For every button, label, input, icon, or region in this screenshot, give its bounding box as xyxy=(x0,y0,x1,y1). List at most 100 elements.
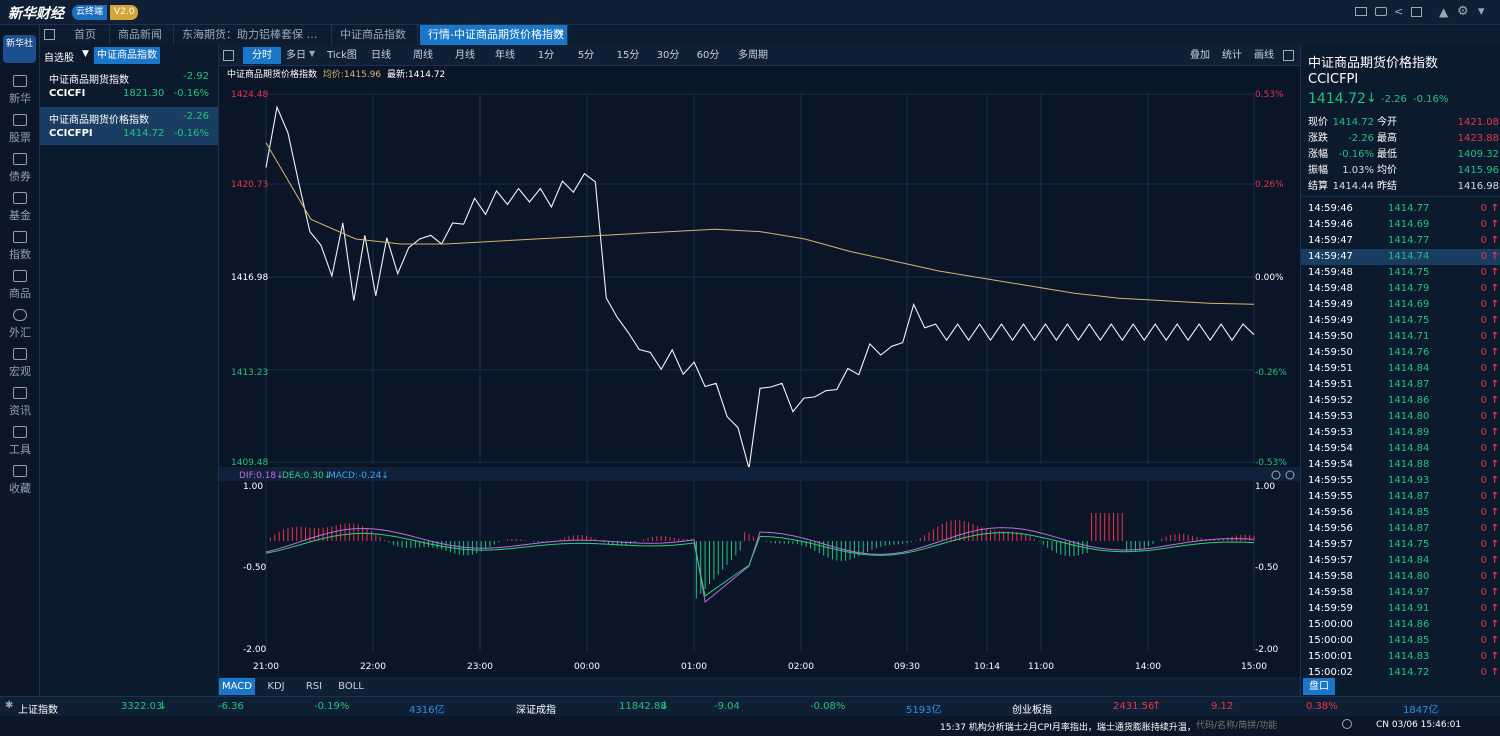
minimize-icon[interactable]: ▾ xyxy=(1478,4,1485,19)
status-bar: 15:37 机构分析瑞士2月CPI月率指出，瑞士通货膨胀持续升温，核心年度通 C… xyxy=(0,716,1500,736)
tick-row[interactable]: 14:59:49 1414.75 0 ↑ xyxy=(1301,313,1500,329)
indicator-tab-macd[interactable]: MACD xyxy=(219,678,255,695)
tab-commodity-index[interactable]: 中证商品指数 xyxy=(332,25,418,45)
period-daily[interactable]: 日线 xyxy=(371,50,391,61)
period-timeshare[interactable]: 分时 xyxy=(243,47,281,64)
period-multiday[interactable]: 多日 xyxy=(286,50,306,61)
news-ticker[interactable]: 15:37 机构分析瑞士2月CPI月率指出，瑞士通货膨胀持续升温，核心年度通 xyxy=(940,723,1194,733)
tick-list[interactable]: 14:59:46 1414.77 0 ↑ 14:59:46 1414.69 0 ↑ 14:59:… xyxy=(1301,201,1500,681)
ticker-name[interactable]: 创业板指 xyxy=(1012,705,1052,716)
chevron-down-icon[interactable]: ▼ xyxy=(309,49,316,58)
period-multi[interactable]: 多周期 xyxy=(738,50,768,61)
tick-row[interactable]: 14:59:56 1414.85 0 ↑ xyxy=(1301,505,1500,521)
ticker-name[interactable]: 上证指数 xyxy=(18,705,58,716)
nav-commodity[interactable]: 商品 xyxy=(0,270,40,301)
ticker-name[interactable]: 深证成指 xyxy=(516,705,556,716)
tick-row[interactable]: 14:59:54 1414.84 0 ↑ xyxy=(1301,441,1500,457)
nav-funds[interactable]: 基金 xyxy=(0,192,40,223)
tab-quote-active[interactable]: 行情-中证商品期货价格指数 xyxy=(420,25,568,45)
overlay-button[interactable]: 叠加 xyxy=(1190,50,1210,61)
tab-commodity-news[interactable]: 商品新闻 xyxy=(110,25,174,45)
statistics-button[interactable]: 统计 xyxy=(1222,50,1242,61)
settings-list-icon[interactable] xyxy=(1411,7,1422,17)
tick-row[interactable]: 15:00:00 1414.86 0 ↑ xyxy=(1301,617,1500,633)
draw-line-button[interactable]: 画线 xyxy=(1254,50,1274,61)
panel-toggle-icon[interactable] xyxy=(44,29,55,40)
tick-row[interactable]: 14:59:57 1414.84 0 ↑ xyxy=(1301,553,1500,569)
tick-row[interactable]: 14:59:56 1414.87 0 ↑ xyxy=(1301,521,1500,537)
pin-icon[interactable]: ✱ xyxy=(5,700,14,711)
tick-row[interactable]: 14:59:55 1414.93 0 ↑ xyxy=(1301,473,1500,489)
tick-row[interactable]: 15:00:01 1414.83 0 ↑ xyxy=(1301,649,1500,665)
x-tick-label: 00:00 xyxy=(574,662,600,672)
indicator-tab-rsi[interactable]: RSI xyxy=(305,681,323,692)
tick-row[interactable]: 14:59:58 1414.97 0 ↑ xyxy=(1301,585,1500,601)
tick-row[interactable]: 14:59:50 1414.76 0 ↑ xyxy=(1301,345,1500,361)
tick-row[interactable]: 14:59:47 1414.74 0 ↑ xyxy=(1301,249,1500,265)
nav-favorites[interactable]: 收藏 xyxy=(0,465,40,496)
panel-tab-orderbook[interactable]: 盘口 xyxy=(1303,678,1335,695)
period-15min[interactable]: 15分 xyxy=(616,50,640,61)
nav-news[interactable]: 资讯 xyxy=(0,387,40,418)
period-yearly[interactable]: 年线 xyxy=(495,50,515,61)
tick-row[interactable]: 14:59:55 1414.87 0 ↑ xyxy=(1301,489,1500,505)
nav-xinhua[interactable]: 新华 xyxy=(0,75,40,106)
nav-forex[interactable]: 外汇 xyxy=(0,309,40,340)
search-input[interactable] xyxy=(1196,718,1340,734)
tick-row[interactable]: 14:59:53 1414.80 0 ↑ xyxy=(1301,409,1500,425)
gear-icon[interactable]: ⚙ xyxy=(1457,4,1469,19)
indicator-tab-kdj[interactable]: KDJ xyxy=(267,681,285,692)
tick-volume: 0 xyxy=(1480,539,1487,550)
nav-index[interactable]: 指数 xyxy=(0,231,40,262)
period-weekly[interactable]: 周线 xyxy=(413,50,433,61)
tick-row[interactable]: 14:59:51 1414.87 0 ↑ xyxy=(1301,377,1500,393)
period-tick[interactable]: Tick图 xyxy=(327,50,357,61)
watchlist-item[interactable]: 中证商品期货指数 -2.92 CCICFI 1821.30 -0.16% xyxy=(40,68,218,106)
tick-row[interactable]: 14:59:57 1414.75 0 ↑ xyxy=(1301,537,1500,553)
tab-news-article[interactable]: 东海期货：助力铝棒套保 … xyxy=(174,25,332,45)
tick-row[interactable]: 14:59:52 1414.86 0 ↑ xyxy=(1301,393,1500,409)
period-30min[interactable]: 30分 xyxy=(656,50,680,61)
tick-row[interactable]: 14:59:47 1414.77 0 ↑ xyxy=(1301,233,1500,249)
nav-macro[interactable]: 宏观 xyxy=(0,348,40,379)
skin-icon[interactable]: ▲ xyxy=(1439,5,1449,19)
tick-row[interactable]: 14:59:48 1414.79 0 ↑ xyxy=(1301,281,1500,297)
tick-row[interactable]: 14:59:53 1414.89 0 ↑ xyxy=(1301,425,1500,441)
chevron-down-icon[interactable]: ▼ xyxy=(82,49,89,59)
tick-price: 1414.74 xyxy=(1388,251,1430,262)
share-icon[interactable]: < xyxy=(1394,5,1404,18)
sidebar-toggle-icon[interactable] xyxy=(223,50,234,61)
nav-stocks[interactable]: 股票 xyxy=(0,114,40,145)
watchlist-tab-commodity[interactable]: 中证商品指数 xyxy=(94,47,160,64)
watchlist-tab-mine[interactable]: 自选股 xyxy=(44,53,74,64)
indicator-tab-boll[interactable]: BOLL xyxy=(338,681,364,692)
tick-row[interactable]: 14:59:46 1414.77 0 ↑ xyxy=(1301,201,1500,217)
stat-value: 1414.72 xyxy=(1332,117,1374,128)
tick-row[interactable]: 15:00:00 1414.85 0 ↑ xyxy=(1301,633,1500,649)
tick-row[interactable]: 14:59:54 1414.88 0 ↑ xyxy=(1301,457,1500,473)
tick-row[interactable]: 14:59:58 1414.80 0 ↑ xyxy=(1301,569,1500,585)
tick-row[interactable]: 15:00:02 1414.72 0 ↑ xyxy=(1301,665,1500,681)
stat-value: 1423.88 xyxy=(1457,133,1499,144)
tick-row[interactable]: 14:59:51 1414.84 0 ↑ xyxy=(1301,361,1500,377)
close-tab-icon[interactable]: ✕ xyxy=(556,28,565,39)
tick-row[interactable]: 14:59:46 1414.69 0 ↑ xyxy=(1301,217,1500,233)
tick-row[interactable]: 14:59:50 1414.71 0 ↑ xyxy=(1301,329,1500,345)
period-1min[interactable]: 1分 xyxy=(537,50,555,61)
panel-right-toggle-icon[interactable] xyxy=(1283,50,1294,61)
tab-home[interactable]: 首页 xyxy=(66,25,110,45)
tick-price: 1414.86 xyxy=(1388,619,1430,630)
nav-bonds[interactable]: 债券 xyxy=(0,153,40,184)
watchlist-item-selected[interactable]: 中证商品期货价格指数 -2.26 CCICFPI 1414.72 -0.16% xyxy=(40,107,218,145)
search-icon[interactable] xyxy=(1342,719,1352,729)
message-icon[interactable] xyxy=(1375,7,1387,16)
nav-tools[interactable]: 工具 xyxy=(0,426,40,457)
period-5min[interactable]: 5分 xyxy=(577,50,595,61)
chart-area[interactable]: 中证商品期货价格指数 均价:1415.96 最新:1414.72 1424.48… xyxy=(219,66,1300,677)
period-60min[interactable]: 60分 xyxy=(696,50,720,61)
tick-row[interactable]: 14:59:49 1414.69 0 ↑ xyxy=(1301,297,1500,313)
tick-row[interactable]: 14:59:48 1414.75 0 ↑ xyxy=(1301,265,1500,281)
tick-row[interactable]: 14:59:59 1414.91 0 ↑ xyxy=(1301,601,1500,617)
period-monthly[interactable]: 月线 xyxy=(455,50,475,61)
mail-icon[interactable] xyxy=(1355,7,1367,16)
